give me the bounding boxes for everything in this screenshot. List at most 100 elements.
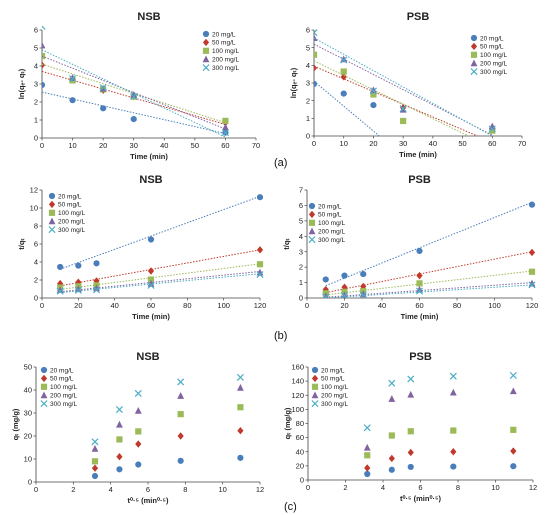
point-100-marker xyxy=(510,426,517,433)
chart-a-nsb: NSB 0 10 20 30 40 50 60 70 0 1 2 3 4 5 6 Time (min) ln(qₑ… xyxy=(17,11,260,161)
point-100-marker xyxy=(364,452,371,459)
y-tick-label: 2 xyxy=(34,98,38,107)
x-axis-label: Time (min) xyxy=(399,150,437,159)
legend-marker xyxy=(202,38,210,47)
chart-title: NSB xyxy=(137,11,160,23)
y-tick-label: 0 xyxy=(299,294,303,303)
x-tick-label: 70 xyxy=(252,141,260,150)
point-100-marker xyxy=(388,432,395,439)
y-tick-label: 2 xyxy=(306,96,310,105)
legend-marker xyxy=(40,383,48,390)
legend-entry: 100 mg/L xyxy=(50,384,77,391)
x-tick-label: 10 xyxy=(491,483,499,492)
chart-title: PSB xyxy=(407,11,430,23)
point-300-marker xyxy=(363,424,371,432)
y-tick-label: 4 xyxy=(299,232,303,241)
point-200-marker xyxy=(314,34,318,42)
y-tick-label: 1 xyxy=(306,114,310,123)
panel-label-b: (b) xyxy=(274,330,287,342)
point-200-marker xyxy=(407,390,415,398)
x-tick-label: 8 xyxy=(183,485,187,494)
legend-entry: 100 mg/L xyxy=(480,52,507,59)
y-tick-label: 120 xyxy=(291,391,304,400)
legend-marker xyxy=(202,47,210,54)
trend-line xyxy=(314,37,493,136)
point-200-marker xyxy=(341,291,348,298)
point-20-marker xyxy=(69,97,76,104)
legend-marker xyxy=(308,210,316,219)
point-300-marker-a xyxy=(314,31,318,37)
point-300-marker xyxy=(449,372,457,380)
point-100-marker xyxy=(135,428,142,435)
x-tick-label: 0 xyxy=(312,139,316,148)
point-50-marker xyxy=(116,453,123,461)
y-tick-label: 6 xyxy=(299,201,303,210)
legend-marker xyxy=(48,192,56,200)
point-300-marker-b xyxy=(340,56,348,64)
legend-marker xyxy=(308,236,316,244)
point-300-marker xyxy=(92,286,101,294)
legend-marker xyxy=(308,202,316,210)
x-tick-label: 100 xyxy=(488,301,501,310)
legend-marker xyxy=(48,217,56,225)
point-300-marker xyxy=(56,287,64,295)
chart-a-psb: PSB 0 10 20 30 40 50 60 70 0 1 2 3 4 5 6 Time (min) ln(qₑ… xyxy=(289,11,526,159)
x-tick-label: 20 xyxy=(99,141,107,150)
point-300-marker xyxy=(69,75,77,83)
x-tick-label: 50 xyxy=(458,139,466,148)
trend-line xyxy=(42,70,226,125)
legend-marker xyxy=(48,200,56,209)
legend-entry: 20 mg/L xyxy=(50,367,74,374)
point-200-marker xyxy=(509,387,517,395)
y-axis-label: t/qₜ xyxy=(17,238,26,250)
x-tick-label: 4 xyxy=(381,483,385,492)
x-tick-label: 100 xyxy=(217,301,230,310)
point-300-marker xyxy=(340,292,349,298)
point-100-marker xyxy=(147,276,155,283)
legend-entry: 50 mg/L xyxy=(50,376,74,383)
legend-marker xyxy=(40,400,48,408)
x-tick-label: 12 xyxy=(256,485,264,494)
x-tick-label: 20 xyxy=(369,139,377,148)
x-tick-label: 60 xyxy=(488,139,496,148)
x-tick-label: 6 xyxy=(146,485,150,494)
point-20-marker xyxy=(42,81,46,88)
x-tick-label: 12 xyxy=(529,483,537,492)
point-300-marker xyxy=(407,375,415,383)
point-300-marker xyxy=(134,389,142,397)
legend-marker-b xyxy=(470,68,478,76)
legend-marker xyxy=(311,374,319,383)
legend-marker xyxy=(470,68,478,76)
y-tick-label: 40 xyxy=(296,447,304,456)
point-200-marker xyxy=(322,292,329,298)
point-100-marker xyxy=(489,127,496,134)
point-100-marker xyxy=(416,280,423,287)
trend-line xyxy=(325,201,533,287)
point-300-marker-b xyxy=(528,281,536,289)
point-20-marker xyxy=(528,201,536,208)
x-tick-label: 60 xyxy=(147,301,155,310)
y-tick-label: 0 xyxy=(34,134,38,143)
x-axis-label: Time (min) xyxy=(130,152,168,161)
trend-line xyxy=(314,80,380,136)
point-100-marker xyxy=(450,427,457,434)
y-tick-label: 7 xyxy=(299,186,303,195)
x-tick-label: 60 xyxy=(221,141,229,150)
point-200-marker xyxy=(363,443,371,451)
x-tick-label: 8 xyxy=(456,483,460,492)
legend-entry: 50 mg/L xyxy=(212,40,236,47)
y-tick-label: 4 xyxy=(34,258,38,267)
x-tick-label: 40 xyxy=(160,141,168,150)
point-20-marker xyxy=(416,247,423,255)
legend-entry: 50 mg/L xyxy=(318,212,342,219)
point-200-marker xyxy=(116,420,123,428)
point-300-marker-b xyxy=(388,379,396,387)
y-tick-label: 60 xyxy=(296,433,304,442)
point-300-marker xyxy=(74,286,82,294)
point-300-marker-b xyxy=(74,286,82,294)
plot-area xyxy=(42,26,229,138)
point-300-marker xyxy=(322,293,330,298)
legend-marker xyxy=(48,226,56,234)
point-100-marker xyxy=(222,117,229,124)
y-tick-label: 10 xyxy=(24,455,32,464)
